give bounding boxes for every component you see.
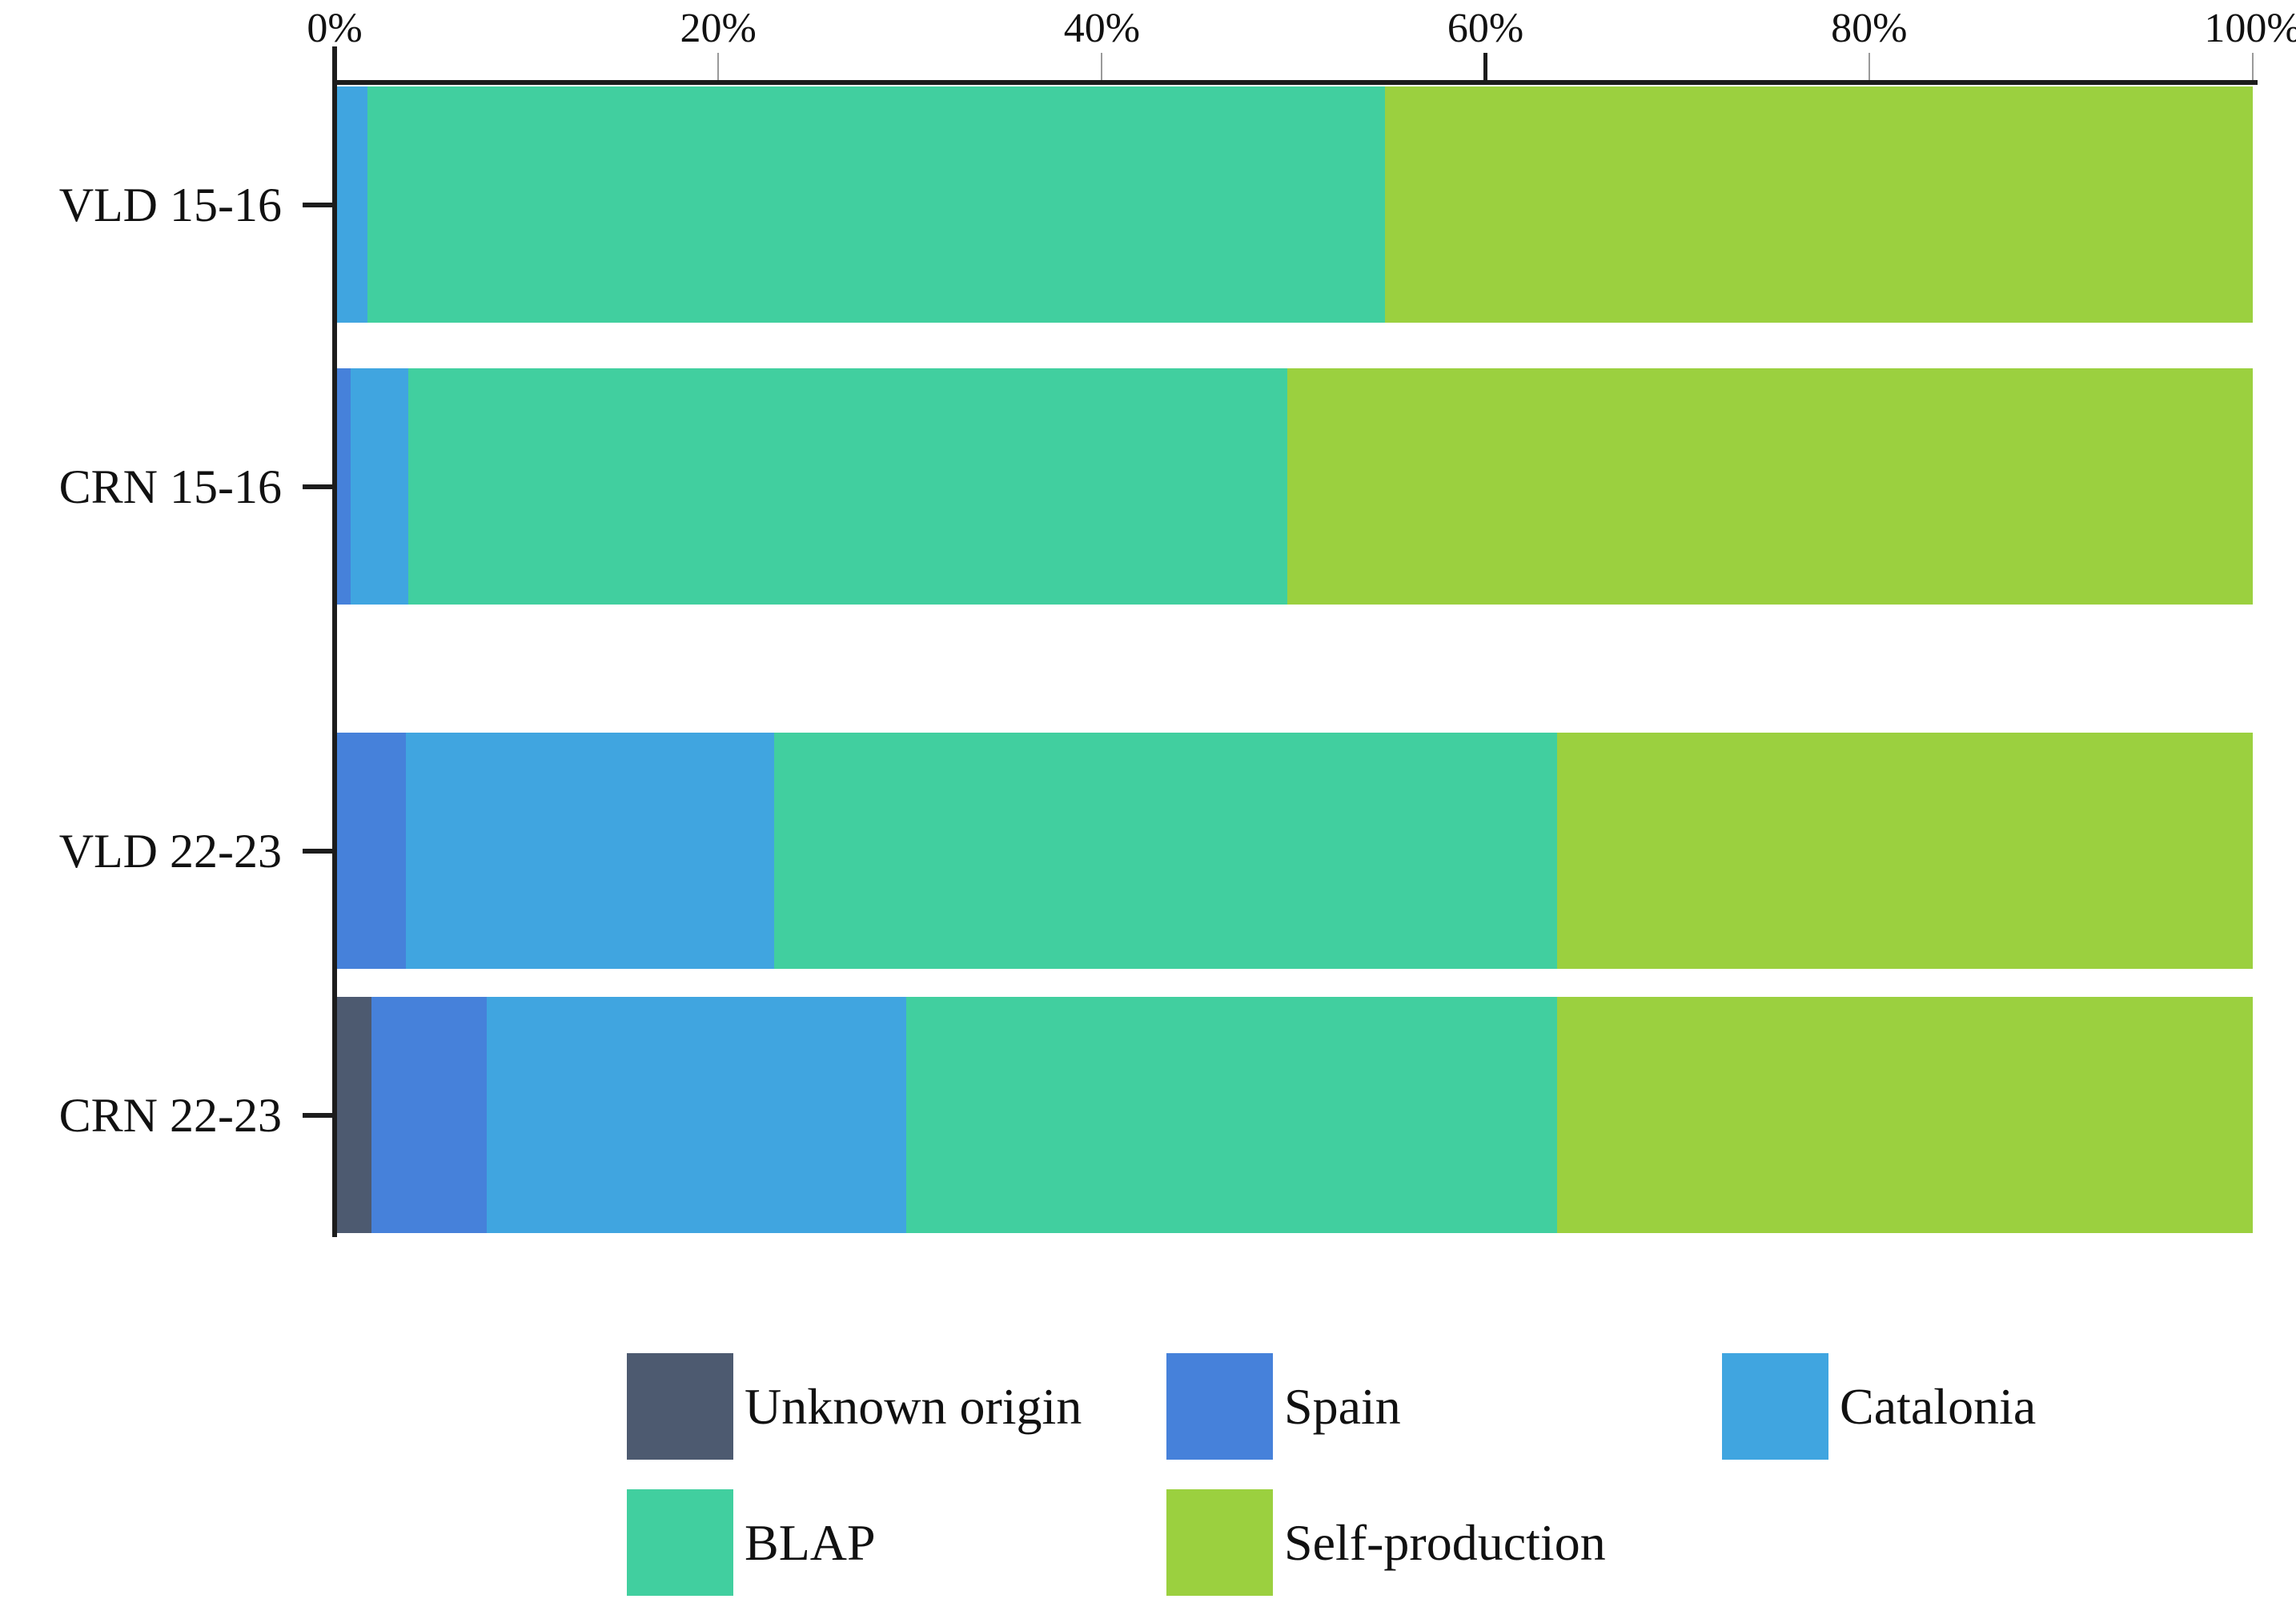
x-tick-mark bbox=[2252, 53, 2254, 80]
category-label-crn-15-16: CRN 15-16 bbox=[58, 460, 282, 513]
bar-row-vld-22-23 bbox=[337, 733, 2253, 969]
bar-segment-self-production bbox=[1557, 997, 2253, 1233]
legend-swatch-spain bbox=[1166, 1353, 1273, 1460]
y-tick-mark bbox=[303, 484, 333, 489]
bar-segment-spain bbox=[337, 368, 351, 605]
category-label-vld-22-23: VLD 22-23 bbox=[58, 824, 282, 878]
x-axis-line bbox=[332, 80, 2258, 85]
category-label-crn-22-23: CRN 22-23 bbox=[58, 1088, 282, 1142]
bar-row-vld-15-16 bbox=[337, 86, 2253, 323]
bar-segment-catalonia bbox=[486, 997, 906, 1233]
x-tick-label: 100% bbox=[2204, 6, 2296, 51]
legend-label-blap: BLAP bbox=[745, 1513, 876, 1571]
bar-segment-spain bbox=[337, 733, 407, 969]
bar-segment-self-production bbox=[1557, 733, 2253, 969]
bar-row-crn-15-16 bbox=[337, 368, 2253, 605]
legend-label-self-production: Self-production bbox=[1284, 1513, 1606, 1571]
legend-label-spain: Spain bbox=[1284, 1377, 1401, 1435]
legend-swatch-catalonia bbox=[1722, 1353, 1828, 1460]
category-label-vld-15-16: VLD 15-16 bbox=[58, 178, 282, 231]
bar-segment-unknown-origin bbox=[337, 997, 372, 1233]
x-tick-mark bbox=[1868, 53, 1870, 80]
legend-swatch-blap bbox=[627, 1489, 733, 1596]
bar-segment-blap bbox=[905, 997, 1558, 1233]
bar-segment-catalonia bbox=[350, 368, 408, 605]
y-tick-mark bbox=[303, 848, 333, 854]
legend-label-catalonia: Catalonia bbox=[1840, 1377, 2037, 1435]
x-tick-label: 80% bbox=[1831, 6, 1908, 51]
x-tick-label: 20% bbox=[680, 6, 757, 51]
bar-segment-catalonia bbox=[337, 86, 368, 323]
x-tick-label: 40% bbox=[1063, 6, 1141, 51]
legend-label-unknown-origin: Unknown origin bbox=[745, 1377, 1082, 1435]
bar-segment-self-production bbox=[1384, 86, 2253, 323]
bar-segment-catalonia bbox=[406, 733, 774, 969]
x-tick-mark bbox=[1101, 53, 1103, 80]
y-axis-line bbox=[332, 46, 337, 1237]
bar-segment-blap bbox=[773, 733, 1558, 969]
legend-swatch-unknown-origin bbox=[627, 1353, 733, 1460]
bar-segment-spain bbox=[371, 997, 487, 1233]
bar-segment-blap bbox=[367, 86, 1385, 323]
legend-swatch-self-production bbox=[1166, 1489, 1273, 1596]
x-tick-label: 60% bbox=[1447, 6, 1524, 51]
y-tick-mark bbox=[303, 1112, 333, 1118]
bar-segment-self-production bbox=[1286, 368, 2253, 605]
x-tick-label: 0% bbox=[307, 6, 363, 51]
bar-row-crn-22-23 bbox=[337, 997, 2253, 1233]
bar-segment-blap bbox=[407, 368, 1287, 605]
y-tick-mark bbox=[303, 202, 333, 207]
x-tick-mark bbox=[717, 53, 720, 80]
x-tick-mark bbox=[1483, 53, 1488, 80]
